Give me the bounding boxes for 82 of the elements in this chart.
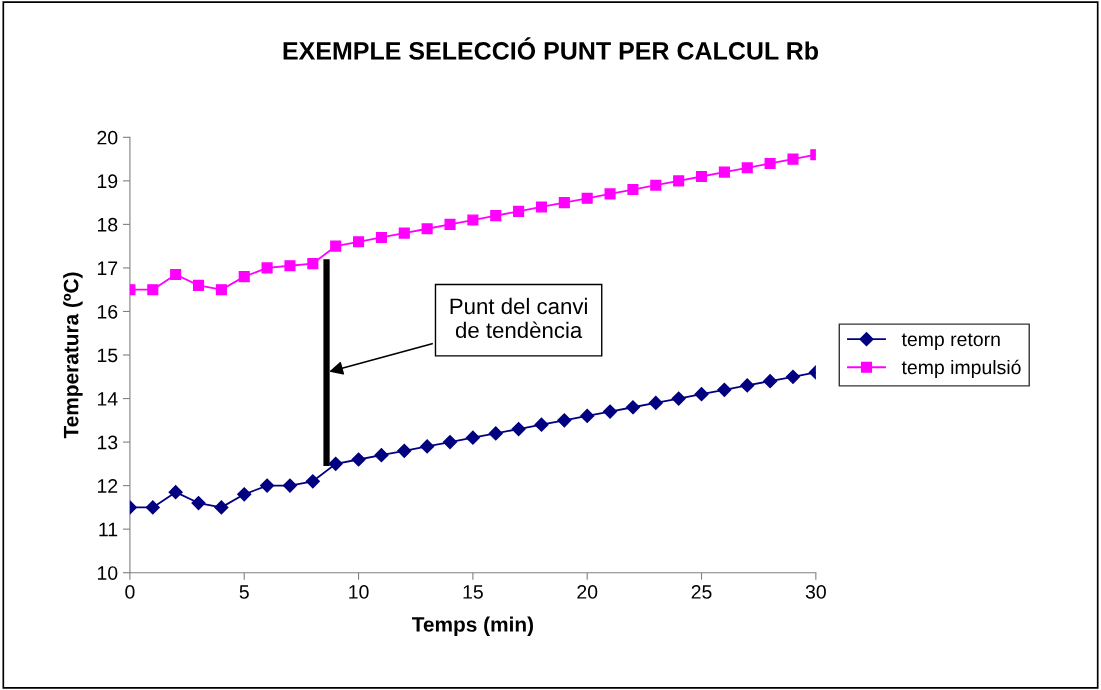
point bbox=[398, 227, 410, 239]
point bbox=[191, 495, 206, 511]
point bbox=[261, 262, 273, 274]
point bbox=[374, 448, 389, 463]
point bbox=[442, 435, 458, 450]
point bbox=[444, 218, 456, 230]
point bbox=[625, 400, 641, 415]
point bbox=[147, 284, 159, 296]
point bbox=[718, 166, 730, 178]
y-tick-label: 10 bbox=[97, 566, 118, 580]
point bbox=[214, 500, 229, 515]
x-tick-label: 10 bbox=[349, 585, 369, 599]
y-tick-label: 12 bbox=[97, 479, 118, 493]
point bbox=[671, 391, 686, 406]
chart-title: EXEMPLE SELECCIÓ PUNT PER CALCUL Rb bbox=[283, 37, 819, 60]
point bbox=[284, 260, 296, 272]
x-tick-label: 15 bbox=[463, 585, 483, 599]
point bbox=[763, 374, 778, 389]
point bbox=[465, 430, 480, 445]
point bbox=[740, 378, 755, 393]
point bbox=[534, 417, 549, 432]
point bbox=[764, 157, 776, 169]
point bbox=[650, 179, 662, 191]
point bbox=[237, 487, 252, 502]
point bbox=[627, 184, 639, 196]
point bbox=[558, 197, 570, 209]
point bbox=[397, 443, 412, 458]
point bbox=[785, 369, 801, 384]
x-tick-label: 5 bbox=[239, 585, 249, 599]
point bbox=[170, 268, 182, 281]
point bbox=[604, 188, 616, 200]
point bbox=[420, 439, 435, 454]
point bbox=[351, 452, 366, 467]
point bbox=[648, 395, 663, 410]
y-tick-label: 15 bbox=[97, 348, 118, 363]
x-tick-label: 25 bbox=[691, 585, 712, 599]
point bbox=[145, 500, 160, 515]
point bbox=[490, 210, 502, 222]
point bbox=[535, 201, 548, 213]
point bbox=[282, 478, 298, 493]
point bbox=[305, 474, 320, 489]
point bbox=[581, 192, 593, 204]
point bbox=[513, 205, 525, 217]
y-axis-title: Temperatura (ºC) bbox=[63, 272, 83, 439]
y-tick-label: 14 bbox=[97, 392, 118, 406]
point bbox=[787, 153, 799, 165]
y-tick-label: 11 bbox=[99, 522, 118, 537]
point bbox=[238, 271, 250, 283]
point bbox=[694, 387, 709, 402]
y-tick-label: 13 bbox=[97, 435, 118, 450]
legend-label: temp impulsió bbox=[901, 359, 1021, 379]
point bbox=[717, 382, 732, 397]
x-tick-label: 0 bbox=[125, 585, 135, 599]
legend-label: temp retorn bbox=[901, 333, 1000, 351]
point bbox=[353, 236, 365, 248]
point bbox=[488, 426, 503, 441]
point bbox=[467, 214, 479, 226]
x-axis-title: Temps (min) bbox=[411, 616, 533, 636]
point bbox=[192, 279, 205, 291]
point bbox=[673, 175, 685, 187]
point bbox=[307, 258, 319, 270]
point bbox=[741, 162, 753, 174]
x-tick-label: 30 bbox=[805, 585, 826, 599]
point bbox=[580, 408, 595, 424]
point bbox=[328, 456, 343, 471]
point bbox=[215, 284, 227, 296]
point bbox=[511, 421, 526, 437]
annotation: Punt del canvi de tendència bbox=[450, 297, 587, 339]
point bbox=[557, 413, 572, 428]
y-tick-label: 18 bbox=[97, 217, 118, 232]
y-tick-label: 17 bbox=[97, 261, 118, 275]
x-tick-label: 20 bbox=[577, 585, 598, 599]
point bbox=[260, 478, 275, 493]
y-tick-label: 20 bbox=[97, 130, 118, 145]
point bbox=[602, 404, 618, 419]
point bbox=[695, 170, 708, 183]
point bbox=[421, 223, 433, 235]
point bbox=[168, 485, 183, 500]
point bbox=[330, 240, 342, 252]
y-tick-label: 19 bbox=[97, 174, 118, 189]
y-tick-label: 16 bbox=[97, 304, 118, 319]
point bbox=[375, 231, 387, 244]
